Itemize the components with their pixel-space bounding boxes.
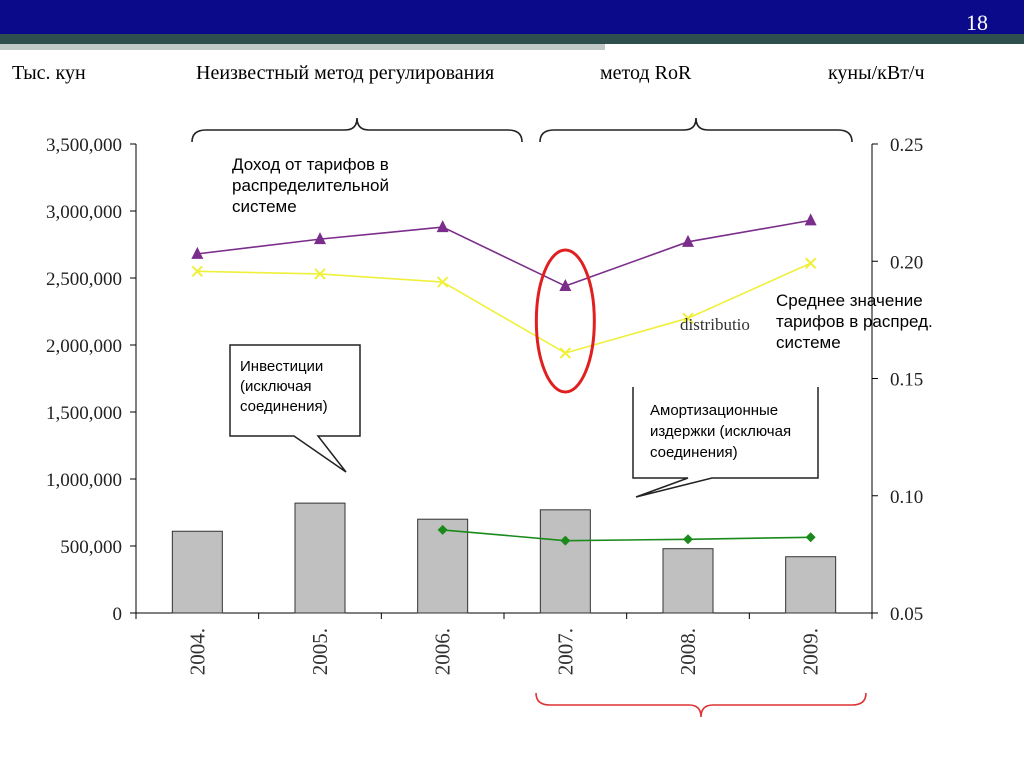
left-tick-label: 3,500,000 [46,135,122,156]
x-category-label: 2004. [185,628,209,675]
marker-avg-tariff [559,347,572,359]
slide-number: 18 [966,10,988,35]
marker-avg-tariff [436,276,449,288]
depreciation-annotation: Амортизационные издержки (исключая соеди… [650,402,792,461]
right-tick-label: 0.25 [890,135,923,156]
brace-ror-method [539,117,853,143]
marker-avg-tariff [314,268,326,280]
bar-investments [662,548,714,614]
line-revenue [197,219,811,287]
left-tick-label: 3,000,000 [46,202,122,223]
marker-revenue [682,234,694,247]
left-tick-label: 0 [113,604,123,625]
left-tick-label: 1,500,000 [46,403,122,424]
left-tick-label: 500,000 [60,537,122,558]
marker-avg-tariff [191,265,204,278]
x-category-label: 2005. [308,628,332,675]
bar-investments [171,530,223,614]
left-tick-label: 2,000,000 [46,336,122,357]
x-category-label: 2009. [799,628,823,675]
investments-callout [229,344,361,473]
brace-unknown-method [191,117,523,143]
ror-method-label: метод RoR [600,62,692,84]
line-depreciation [442,529,811,542]
line-avg-tariff [197,262,811,354]
brace-ror-period [535,692,867,718]
slide-header-accent [0,44,605,50]
marker-depreciation [560,535,571,546]
x-category-label: 2008. [676,628,700,675]
bar-investments [539,509,591,614]
unknown-method-label: Неизвестный метод регулирования [196,62,495,84]
marker-revenue [191,246,204,259]
residual-label: distributio [680,315,750,334]
bar-investments [294,502,346,614]
marker-revenue [804,213,817,226]
avg-tariff-annotation: Среднее значение тарифов в распред. сист… [776,291,933,352]
bar-investments [785,556,837,614]
marker-depreciation [805,532,816,543]
left-tick-label: 2,500,000 [46,269,122,290]
marker-avg-tariff [804,257,817,269]
x-category-label: 2007. [553,628,577,675]
left-axis-unit: Тыс. кун [12,62,86,84]
right-tick-label: 0.05 [890,604,923,625]
slide-header-stripe [0,34,1024,44]
left-tick-label: 1,000,000 [46,470,122,491]
highlight-ellipse-2007 [534,248,596,394]
marker-revenue [314,232,326,245]
right-axis-unit: куны/кВт/ч [828,62,925,84]
investments-annotation: Инвестиции (исключая соединения) [240,358,328,415]
marker-avg-tariff [682,312,694,324]
right-tick-label: 0.20 [890,252,923,273]
marker-revenue [436,220,449,233]
x-category-label: 2006. [431,628,455,675]
right-tick-label: 0.15 [890,370,923,391]
marker-revenue [559,279,572,292]
marker-depreciation [683,534,693,545]
slide-header-bar [0,0,1024,34]
marker-depreciation [437,524,448,535]
depreciation-callout [632,387,819,498]
right-tick-label: 0.10 [890,487,923,508]
revenue-annotation: Доход от тарифов в распределительной сис… [232,155,389,216]
